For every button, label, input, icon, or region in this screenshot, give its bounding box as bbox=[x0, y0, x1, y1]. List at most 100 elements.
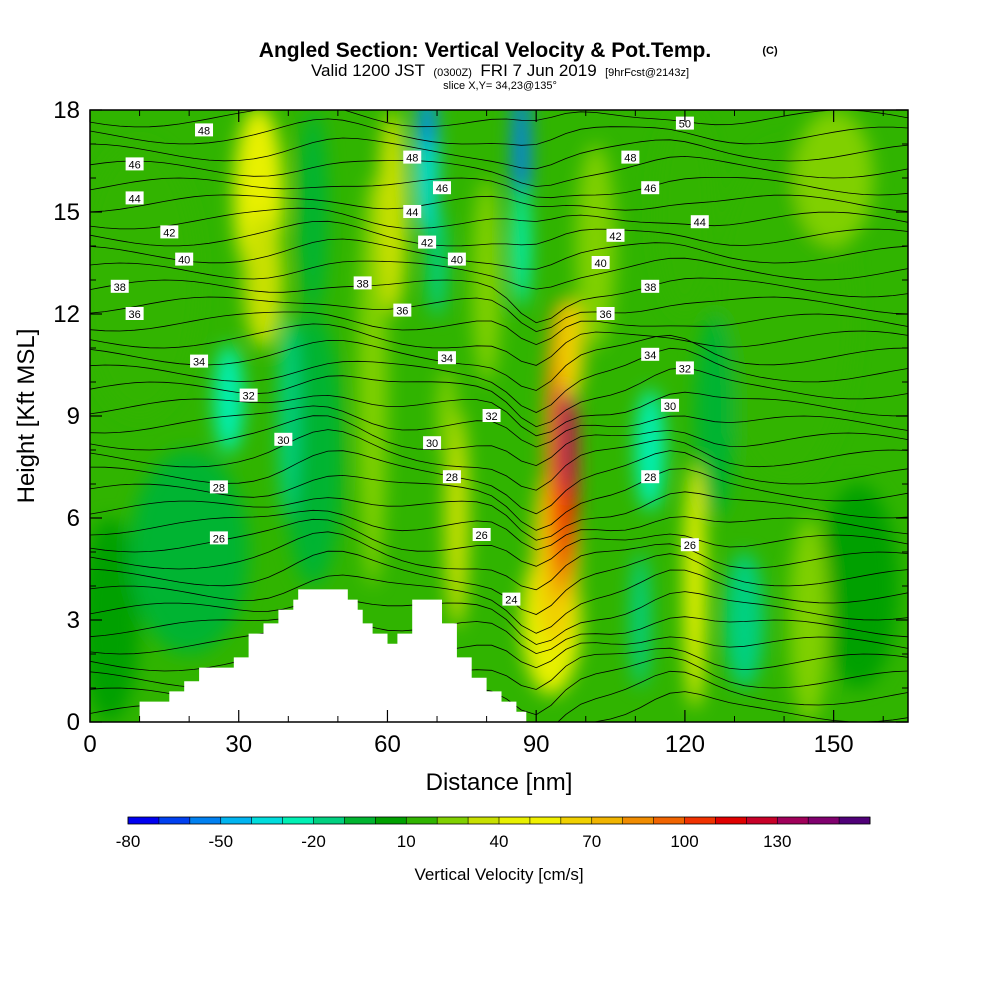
contour-label: 34 bbox=[437, 351, 456, 365]
velocity-cell bbox=[377, 110, 408, 314]
colorbar-swatch bbox=[499, 817, 531, 824]
velocity-cell bbox=[630, 552, 651, 688]
subtitle-forecast: [9hrFcst@2143z] bbox=[605, 67, 689, 79]
svg-text:34: 34 bbox=[644, 350, 656, 362]
subtitle-utc: (0300Z) bbox=[433, 67, 472, 79]
velocity-cell bbox=[789, 518, 829, 722]
svg-text:32: 32 bbox=[243, 391, 255, 403]
contour-line bbox=[90, 569, 908, 634]
contour-label: 34 bbox=[641, 347, 660, 362]
colorbar-swatch bbox=[251, 817, 284, 824]
velocity-cell bbox=[444, 409, 469, 627]
x-tick-label: 120 bbox=[665, 731, 705, 758]
contour-line bbox=[90, 277, 908, 324]
svg-text:36: 36 bbox=[599, 309, 611, 321]
y-tick-label: 9 bbox=[67, 403, 80, 430]
colorbar-tick-label: 40 bbox=[490, 832, 509, 851]
svg-text:40: 40 bbox=[595, 258, 607, 270]
contour-line bbox=[90, 405, 908, 448]
contour-label: 44 bbox=[125, 191, 144, 205]
colorbar-tick-label: 100 bbox=[670, 832, 698, 851]
velocity-cell bbox=[558, 371, 574, 495]
contour-line bbox=[90, 491, 908, 541]
svg-text:30: 30 bbox=[277, 435, 289, 447]
contour-label: 48 bbox=[403, 150, 422, 165]
y-tick-label: 15 bbox=[53, 199, 80, 226]
svg-text:34: 34 bbox=[193, 357, 205, 369]
colorbar-swatch bbox=[839, 817, 871, 824]
svg-text:46: 46 bbox=[644, 183, 656, 195]
contour-label: 36 bbox=[596, 307, 615, 321]
y-tick-label: 6 bbox=[67, 505, 80, 532]
colorbar-swatch bbox=[746, 817, 778, 824]
contour-label: 46 bbox=[125, 157, 144, 171]
velocity-cell bbox=[90, 518, 140, 722]
contour-label: 24 bbox=[502, 592, 521, 607]
y-tick-label: 0 bbox=[67, 709, 80, 736]
x-tick-label: 150 bbox=[814, 731, 854, 758]
subtitle-valid: Valid 1200 JST bbox=[311, 61, 425, 80]
velocity-cell bbox=[655, 110, 715, 314]
colorbar-swatch bbox=[220, 817, 253, 824]
subtitle-date: FRI 7 Jun 2019 bbox=[480, 61, 596, 80]
velocity-cell bbox=[298, 110, 328, 314]
svg-text:28: 28 bbox=[213, 482, 225, 494]
colorbar-swatch bbox=[622, 817, 655, 824]
contour-label: 40 bbox=[447, 252, 466, 267]
contour-line bbox=[90, 220, 908, 247]
x-tick-label: 90 bbox=[523, 731, 550, 758]
velocity-cell bbox=[419, 110, 436, 151]
velocity-cell bbox=[129, 450, 249, 654]
colorbar-swatch bbox=[375, 817, 407, 824]
velocity-cell bbox=[243, 212, 284, 348]
contour-label: 36 bbox=[125, 307, 144, 321]
contour-label: 30 bbox=[423, 436, 442, 450]
contour-line bbox=[90, 468, 908, 531]
contour-line bbox=[90, 347, 908, 413]
svg-text:42: 42 bbox=[163, 227, 175, 239]
x-axis: 0 30 60 90 120 150 bbox=[83, 110, 884, 758]
colorbar-swatch bbox=[684, 817, 716, 824]
velocity-cell bbox=[213, 344, 244, 454]
colorbar-swatch bbox=[313, 817, 345, 824]
svg-text:40: 40 bbox=[178, 255, 190, 267]
contour-line bbox=[90, 311, 908, 346]
svg-text:44: 44 bbox=[128, 193, 140, 205]
contour-label: 46 bbox=[641, 181, 660, 195]
colorbar-tick-label: 10 bbox=[397, 832, 416, 851]
contour-label: 26 bbox=[472, 528, 491, 542]
colorbar-swatch bbox=[158, 817, 191, 824]
contour-label: 32 bbox=[675, 361, 694, 375]
contour-label: 50 bbox=[675, 116, 694, 131]
contour-label: 38 bbox=[353, 276, 372, 290]
contour-label: 32 bbox=[239, 388, 258, 403]
colorbar-swatch bbox=[468, 817, 500, 824]
chart-title: Angled Section: Vertical Velocity & Pot.… bbox=[259, 39, 711, 62]
colorbar-tick-label: -20 bbox=[301, 832, 326, 851]
contour-label: 28 bbox=[209, 480, 228, 494]
svg-text:30: 30 bbox=[664, 401, 676, 413]
contour-line bbox=[90, 391, 908, 437]
contour-label: 30 bbox=[661, 398, 680, 413]
svg-text:44: 44 bbox=[406, 207, 418, 219]
contour-label: 48 bbox=[621, 150, 640, 165]
contour-line bbox=[90, 550, 908, 615]
colorbar-swatch bbox=[529, 817, 562, 824]
svg-text:36: 36 bbox=[396, 306, 408, 318]
velocity-cell bbox=[283, 314, 343, 586]
contour-line bbox=[90, 531, 908, 591]
colorbar-swatch bbox=[282, 817, 314, 824]
velocity-cell bbox=[512, 184, 531, 308]
y-tick-label: 18 bbox=[53, 97, 80, 124]
contour-label: 38 bbox=[641, 279, 660, 294]
contour-line bbox=[90, 110, 908, 128]
terrain-mask bbox=[90, 589, 908, 722]
y-tick-label: 12 bbox=[53, 301, 80, 328]
plot-area: 48 46 44 42 40 38 36 34 32 30 28 26 38 36 34 32 30 28 26 24… bbox=[90, 110, 908, 722]
contour-label: 40 bbox=[175, 252, 194, 267]
contour-label: 44 bbox=[690, 215, 709, 229]
svg-text:26: 26 bbox=[684, 540, 696, 552]
chart-subtitle: Valid 1200 JST (0300Z) FRI 7 Jun 2019 [9… bbox=[311, 61, 689, 80]
svg-text:28: 28 bbox=[644, 472, 656, 484]
